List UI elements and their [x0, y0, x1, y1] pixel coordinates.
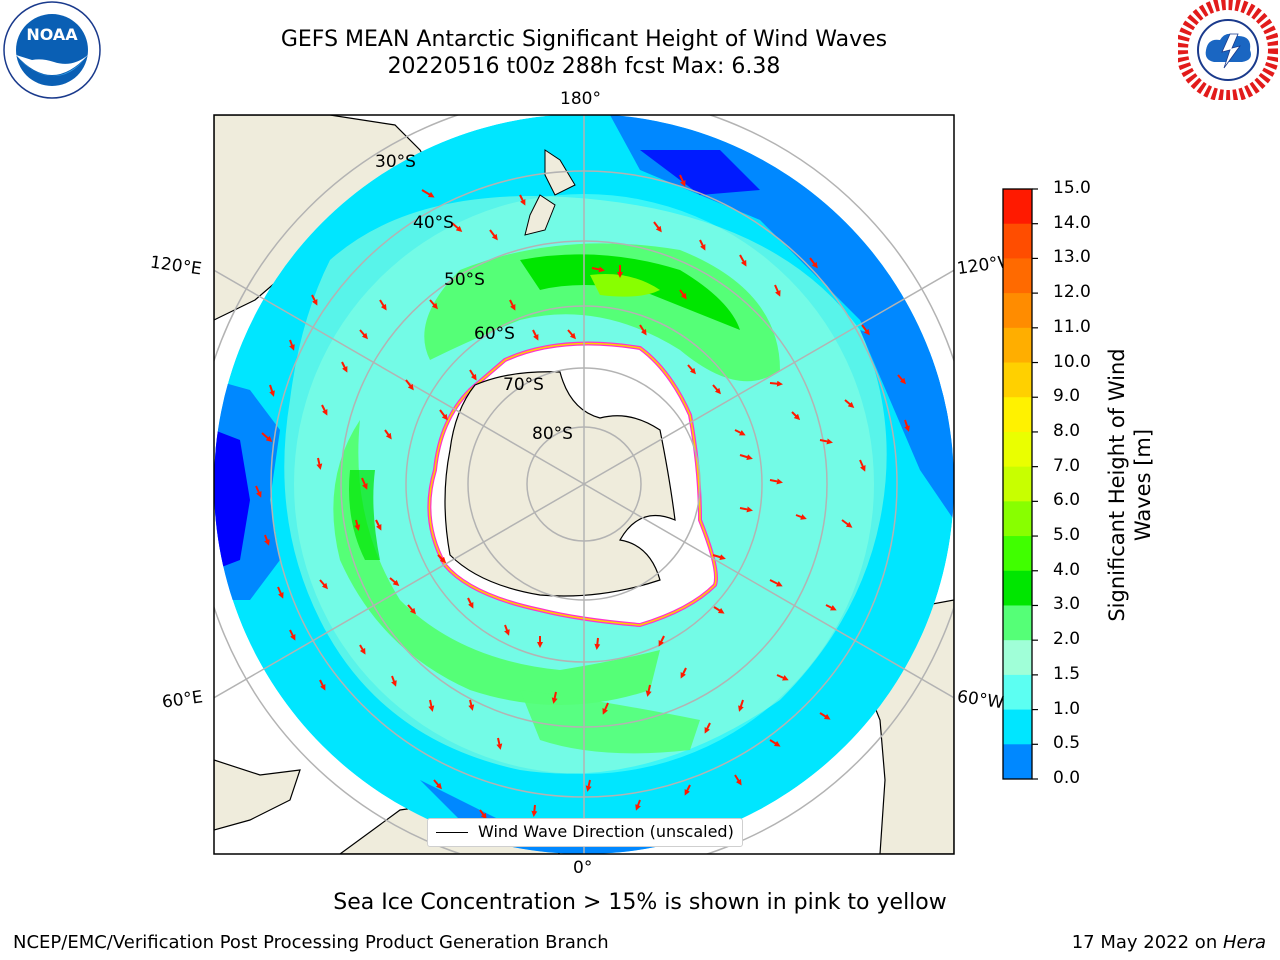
- colorbar-tick-label: 15.0: [1053, 178, 1091, 198]
- footer-date: 17 May 2022 on Hera: [1072, 932, 1266, 953]
- lat-label-60s: 60°S: [474, 324, 515, 344]
- wind-wave-arrows: [255, 174, 910, 820]
- colorbar-tick-label: 10.0: [1053, 351, 1091, 372]
- footer-date-text: 17 May 2022 on: [1071, 932, 1223, 953]
- colorbar-tick-label: 14.0: [1053, 212, 1091, 233]
- footer-branch: NCEP/EMC/Verification Post Processing Pr…: [13, 932, 609, 953]
- noaa-logo: NOAA: [2, 0, 102, 100]
- legend-line-sample: [436, 832, 468, 833]
- map-legend: Wind Wave Direction (unscaled): [427, 818, 743, 847]
- colorbar-segment: [1003, 744, 1032, 780]
- chart-title: GEFS MEAN Antarctic Significant Height o…: [280, 27, 888, 52]
- colorbar-tick-label: 1.0: [1053, 698, 1081, 719]
- lat-label-40s: 40°S: [413, 213, 454, 233]
- colorbar-segment: [1003, 293, 1032, 329]
- nws-logo: [1176, 0, 1280, 102]
- colorbar-segment: [1003, 605, 1032, 641]
- colorbar-segment: [1003, 258, 1032, 294]
- colorbar-tick-label: 5.0: [1053, 525, 1081, 546]
- antarctica: [444, 371, 676, 597]
- svg-text:NOAA: NOAA: [26, 25, 78, 44]
- sea-ice-caption: Sea Ice Concentration > 15% is shown in …: [333, 890, 947, 915]
- lon-label-180: 180°: [560, 89, 601, 109]
- colorbar-tick-label: 4.0: [1053, 559, 1081, 580]
- colorbar-tick-label: 0.0: [1053, 768, 1081, 788]
- colorbar-label: Significant Height of Wind Waves [m]: [1105, 348, 1155, 622]
- colorbar-segment: [1003, 327, 1032, 364]
- colorbar-tick-label: 0.5: [1053, 733, 1081, 754]
- colorbar-tick-label: 9.0: [1053, 386, 1081, 407]
- colorbar-segment: [1003, 189, 1032, 225]
- colorbar-tick-label: 6.0: [1053, 490, 1081, 511]
- sea-ice-edge: [428, 342, 717, 626]
- colorbar-border: [1002, 188, 1033, 780]
- colorbar-tick-label: 3.0: [1053, 594, 1081, 615]
- colorbar-segment: [1003, 223, 1032, 259]
- footer-host: Hera: [1222, 932, 1266, 953]
- colorbar: [1003, 188, 1038, 780]
- graticule: [214, 115, 954, 854]
- colorbar-tick-label: 7.0: [1053, 455, 1081, 476]
- colorbar-tick-label: 1.5: [1053, 663, 1081, 684]
- colorbar-segment: [1003, 536, 1032, 572]
- colorbar-segment: [1003, 431, 1032, 468]
- colorbar-segment: [1003, 466, 1032, 502]
- colorbar-tick-label: 13.0: [1053, 247, 1091, 268]
- colorbar-segment: [1003, 501, 1032, 537]
- lat-label-30s: 30°S: [375, 152, 416, 172]
- colorbar-segment: [1003, 709, 1032, 745]
- legend-label: Wind Wave Direction (unscaled): [478, 822, 734, 841]
- colorbar-segment: [1003, 640, 1032, 676]
- lat-label-70s: 70°S: [503, 375, 544, 395]
- colorbar-segment: [1003, 397, 1032, 433]
- lon-label-0: 0°: [573, 858, 593, 878]
- lat-label-50s: 50°S: [444, 270, 485, 290]
- colorbar-segment: [1003, 570, 1032, 606]
- map-border: [213, 114, 955, 855]
- colorbar-tick-label: 2.0: [1053, 629, 1081, 650]
- colorbar-tick-label: 12.0: [1053, 282, 1091, 303]
- colorbar-segment: [1003, 362, 1032, 398]
- chart-subtitle: 20220516 t00z 288h fcst Max: 6.38: [387, 54, 781, 79]
- colorbar-tick-label: 11.0: [1053, 316, 1091, 337]
- colorbar-tick-label: 8.0: [1053, 420, 1081, 441]
- colorbar-segment: [1003, 674, 1032, 711]
- lat-label-80s: 80°S: [532, 424, 573, 444]
